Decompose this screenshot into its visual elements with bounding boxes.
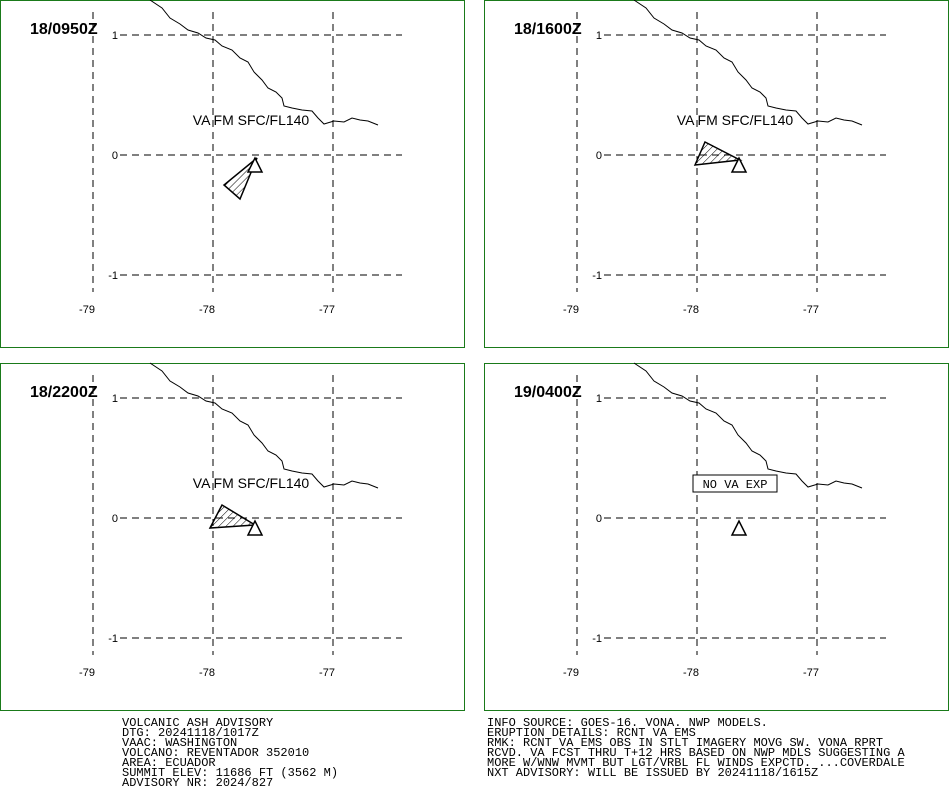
- ash-label: VA FM SFC/FL140: [193, 112, 310, 128]
- advisory-line: VAAC: WASHINGTON: [122, 736, 237, 750]
- advisory-line: ADVISORY NR: 2024/827: [122, 776, 273, 790]
- valid-time: 19/0400Z: [514, 384, 582, 401]
- coastline: [149, 362, 379, 489]
- ash-area: [693, 140, 743, 166]
- map-panel: -79 -78 -77 1 0 -1 19/0400Z NO VA EXP: [484, 362, 949, 711]
- advisory-line: NXT ADVISORY: WILL BE ISSUED BY 20241118…: [487, 766, 818, 780]
- lon-label: -78: [199, 304, 215, 316]
- lat-label: 1: [596, 393, 602, 405]
- lat-label: 0: [596, 150, 602, 162]
- advisory-line: AREA: ECUADOR: [122, 756, 216, 770]
- lat-label: 1: [596, 30, 602, 42]
- valid-time: 18/2200Z: [30, 384, 98, 401]
- map-panel: -79 -78 -77 1 0 -1 18/1600Z VA FM SFC/FL140: [484, 0, 949, 348]
- advisory-line: INFO SOURCE: GOES-16. VONA. NWP MODELS.: [487, 716, 768, 730]
- volcano-symbol: [730, 519, 748, 536]
- advisory-line: SUMMIT ELEV: 11686 FT (3562 M): [122, 766, 338, 780]
- volcano-symbol: [246, 519, 264, 536]
- advisory-line: RMK: RCNT VA EMS OBS IN STLT IMAGERY MOV…: [487, 736, 883, 750]
- map-panel: -79 -78 -77 1 0 -1 18/0950Z VA FM SFC/FL140: [0, 0, 465, 348]
- valid-time: 18/0950Z: [30, 21, 98, 38]
- lat-label: 0: [112, 150, 118, 162]
- lon-label: -79: [79, 667, 95, 679]
- advisory-line: MORE W/WNW MVMT BUT LGT/VRBL FL WINDS EX…: [487, 756, 905, 770]
- ash-area: [222, 157, 258, 201]
- volcano-symbol: [730, 156, 748, 173]
- volcano-symbol: [246, 156, 264, 173]
- valid-time: 18/1600Z: [514, 21, 582, 38]
- advisory-line: RCVD. VA FCST THRU T+12 HRS BASED ON NWP…: [487, 746, 905, 760]
- lon-label: -79: [563, 304, 579, 316]
- panel-border: [484, 363, 949, 711]
- lat-label: -1: [592, 270, 602, 282]
- coastline: [149, 0, 379, 126]
- panel-border: [484, 0, 949, 348]
- lon-label: -78: [199, 667, 215, 679]
- lon-label: -77: [803, 667, 819, 679]
- lat-label: 1: [112, 30, 118, 42]
- coastline: [633, 0, 863, 126]
- label-box: [692, 474, 778, 493]
- lon-label: -77: [319, 667, 335, 679]
- map-panel: -79 -78 -77 1 0 -1 18/2200Z VA FM SFC/FL140: [0, 362, 465, 711]
- ash-label: VA FM SFC/FL140: [193, 475, 310, 491]
- lon-label: -79: [79, 304, 95, 316]
- lon-label: -77: [803, 304, 819, 316]
- ash-label: VA FM SFC/FL140: [677, 112, 794, 128]
- no-ash-label: NO VA EXP: [703, 478, 768, 492]
- lat-label: 1: [112, 393, 118, 405]
- coastline: [633, 362, 863, 489]
- lat-label: -1: [108, 633, 118, 645]
- lon-label: -78: [683, 304, 699, 316]
- lon-label: -78: [683, 667, 699, 679]
- advisory-line: ERUPTION DETAILS: RCNT VA EMS: [487, 726, 696, 740]
- lon-label: -77: [319, 304, 335, 316]
- lat-label: 0: [112, 513, 118, 525]
- lon-label: -79: [563, 667, 579, 679]
- panel-border: [0, 363, 465, 711]
- ash-area: [208, 503, 258, 529]
- lat-label: 0: [596, 513, 602, 525]
- lat-label: -1: [108, 270, 118, 282]
- panel-border: [0, 0, 465, 348]
- lat-label: -1: [592, 633, 602, 645]
- advisory-line: DTG: 20241118/1017Z: [122, 726, 259, 740]
- advisory-line: VOLCANO: REVENTADOR 352010: [122, 746, 309, 760]
- advisory-line: VOLCANIC ASH ADVISORY: [122, 716, 273, 730]
